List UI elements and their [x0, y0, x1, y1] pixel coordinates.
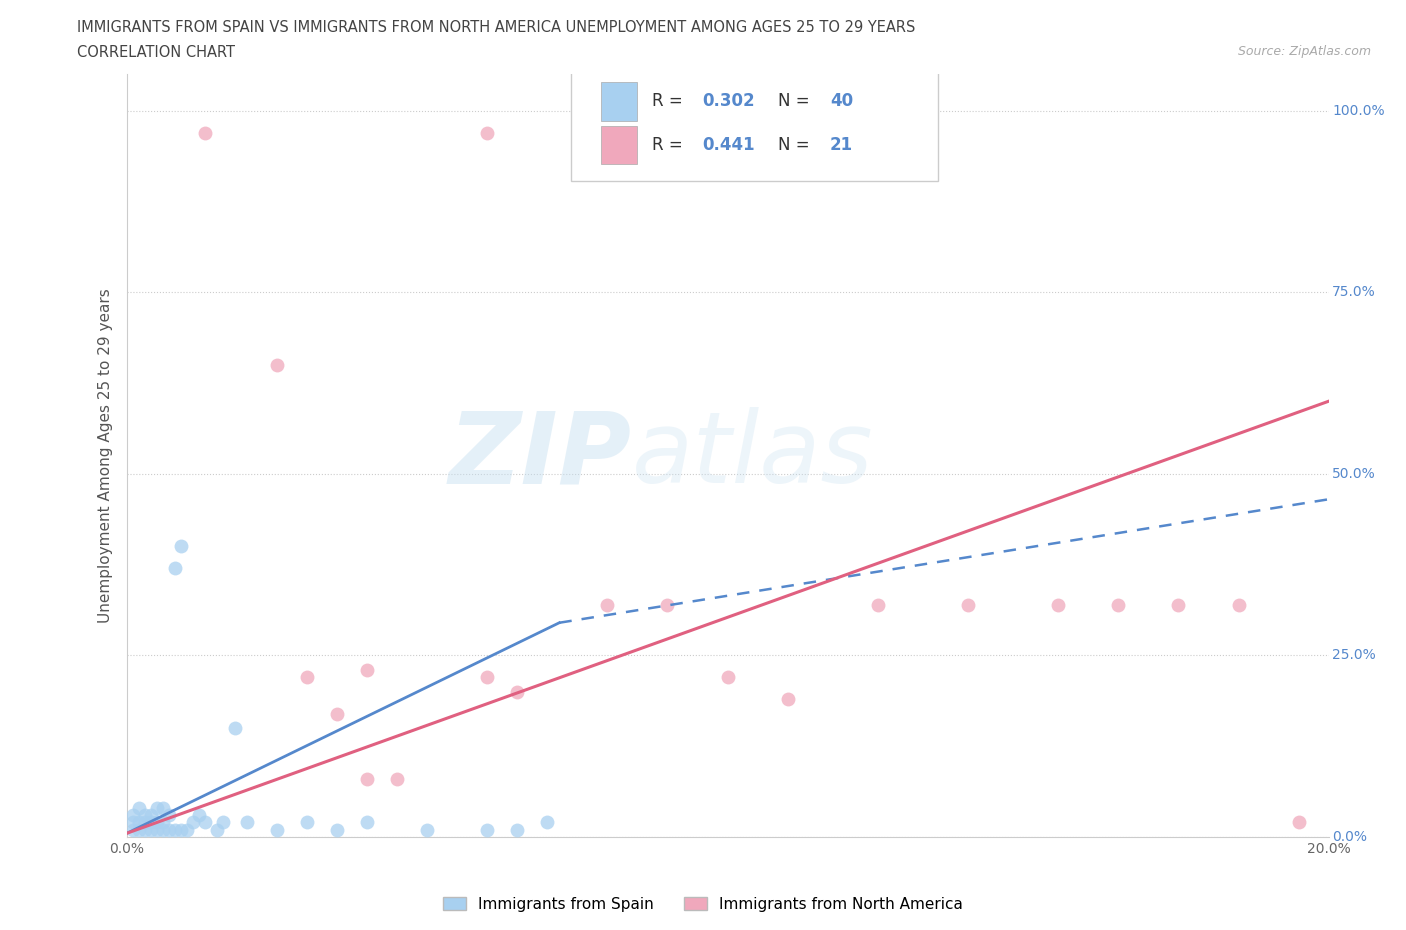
Text: 0.302: 0.302 — [703, 92, 755, 111]
Point — [134, 822, 156, 837]
Point — [169, 539, 191, 554]
Point — [295, 815, 318, 830]
Point — [128, 801, 150, 816]
Point — [145, 815, 167, 830]
Point — [128, 822, 150, 837]
Point — [956, 597, 979, 612]
Text: 0.441: 0.441 — [703, 136, 755, 153]
Point — [235, 815, 259, 830]
Point — [776, 692, 799, 707]
Point — [121, 808, 143, 823]
FancyBboxPatch shape — [571, 63, 938, 181]
Point — [356, 772, 378, 787]
Point — [134, 808, 156, 823]
Text: 25.0%: 25.0% — [1333, 648, 1376, 662]
Text: CORRELATION CHART: CORRELATION CHART — [77, 45, 235, 60]
Point — [139, 815, 162, 830]
Point — [187, 808, 209, 823]
Point — [121, 822, 143, 837]
Point — [716, 670, 740, 684]
Point — [326, 706, 349, 721]
Point — [1227, 597, 1250, 612]
Point — [416, 822, 439, 837]
Point — [536, 815, 558, 830]
Point — [121, 815, 143, 830]
Text: R =: R = — [652, 136, 688, 153]
Text: 100.0%: 100.0% — [1333, 104, 1385, 118]
FancyBboxPatch shape — [602, 83, 637, 121]
Text: R =: R = — [652, 92, 688, 111]
Point — [356, 815, 378, 830]
Point — [1047, 597, 1070, 612]
Point — [169, 822, 191, 837]
Text: 0.0%: 0.0% — [1333, 830, 1367, 844]
Point — [475, 670, 498, 684]
Point — [152, 815, 174, 830]
Point — [1288, 815, 1310, 830]
Text: 75.0%: 75.0% — [1333, 286, 1376, 299]
Legend: Immigrants from Spain, Immigrants from North America: Immigrants from Spain, Immigrants from N… — [437, 890, 969, 918]
Text: 50.0%: 50.0% — [1333, 467, 1376, 481]
Text: IMMIGRANTS FROM SPAIN VS IMMIGRANTS FROM NORTH AMERICA UNEMPLOYMENT AMONG AGES 2: IMMIGRANTS FROM SPAIN VS IMMIGRANTS FROM… — [77, 20, 915, 35]
Point — [356, 662, 378, 677]
Point — [211, 815, 233, 830]
Point — [506, 684, 529, 699]
Point — [152, 822, 174, 837]
Point — [176, 822, 198, 837]
Y-axis label: Unemployment Among Ages 25 to 29 years: Unemployment Among Ages 25 to 29 years — [98, 288, 114, 623]
Point — [128, 815, 150, 830]
Point — [145, 801, 167, 816]
Point — [266, 357, 288, 372]
Text: 21: 21 — [830, 136, 853, 153]
Point — [224, 721, 246, 736]
Text: 40: 40 — [830, 92, 853, 111]
Point — [163, 561, 186, 576]
Point — [194, 815, 217, 830]
Point — [596, 597, 619, 612]
Point — [163, 822, 186, 837]
Point — [385, 772, 408, 787]
Point — [139, 808, 162, 823]
Point — [506, 822, 529, 837]
Point — [266, 822, 288, 837]
Point — [145, 822, 167, 837]
Point — [194, 125, 217, 140]
Text: atlas: atlas — [631, 407, 873, 504]
Point — [866, 597, 889, 612]
Point — [139, 822, 162, 837]
Point — [205, 822, 228, 837]
Point — [157, 822, 180, 837]
Point — [152, 801, 174, 816]
Point — [475, 125, 498, 140]
Text: Source: ZipAtlas.com: Source: ZipAtlas.com — [1237, 45, 1371, 58]
FancyBboxPatch shape — [602, 126, 637, 164]
Point — [657, 597, 679, 612]
Point — [326, 822, 349, 837]
Text: N =: N = — [778, 136, 815, 153]
Point — [1107, 597, 1129, 612]
Text: N =: N = — [778, 92, 815, 111]
Point — [157, 808, 180, 823]
Point — [475, 822, 498, 837]
Text: ZIP: ZIP — [449, 407, 631, 504]
Point — [295, 670, 318, 684]
Point — [1167, 597, 1189, 612]
Point — [134, 815, 156, 830]
Point — [181, 815, 204, 830]
